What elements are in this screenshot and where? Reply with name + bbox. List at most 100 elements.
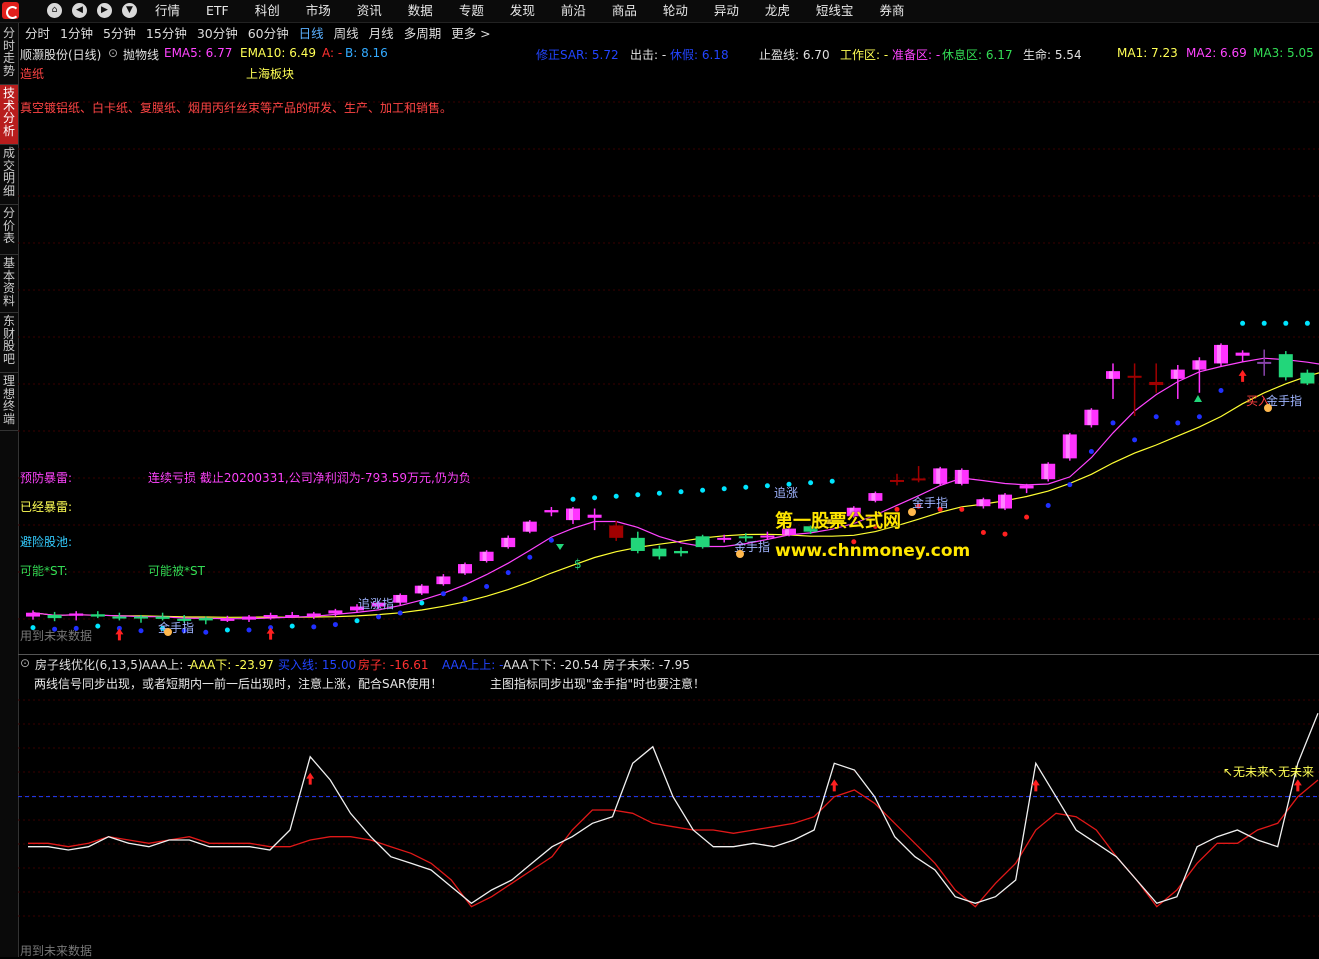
indicator-name[interactable]: 抛物线 (123, 48, 160, 62)
candle-body (1300, 372, 1315, 384)
sidebar-tab-5[interactable]: 东财股吧 (0, 313, 18, 373)
sar-dot (916, 503, 922, 509)
future-data-note-sub: 用到未来数据 (20, 944, 93, 958)
period-tabs: 分时 1分钟 5分钟 15分钟 30分钟 60分钟 日线 周线 月线 多周期 更多 > (20, 23, 496, 45)
menu-item-4[interactable]: 资讯 (356, 3, 382, 18)
menu-item-8[interactable]: 前沿 (560, 3, 586, 18)
label-jinshou-2: 金手指 (734, 539, 770, 554)
sidebar-tab-2[interactable]: 成交明细 (0, 145, 18, 205)
sar-dot (505, 570, 511, 576)
sub-buy-arrow (830, 779, 839, 792)
sar-dot (808, 480, 814, 486)
sar-dot (440, 591, 446, 597)
sidebar-tab-4[interactable]: 基本资料 (0, 255, 18, 313)
sub-toggle-icon[interactable]: ⊙ (20, 656, 31, 670)
sidebar-tab-3[interactable]: 分价表 (0, 205, 18, 255)
period-tab-10[interactable]: 更多 > (451, 26, 491, 41)
candle-body (47, 615, 62, 619)
finger-icon (164, 628, 172, 636)
menu-item-14[interactable]: 券商 (879, 3, 905, 18)
menu-item-2[interactable]: 科创 (254, 3, 280, 18)
buy-line-value: 买入线: 15.00 (278, 658, 357, 672)
dropdown-icon[interactable]: ▼ (122, 3, 137, 18)
menu-item-0[interactable]: 行情 (155, 3, 181, 18)
ma-line-yellow (32, 372, 1319, 618)
menu-item-9[interactable]: 商品 (611, 3, 637, 18)
aaa-down-value: AAA下: -23.97 (190, 658, 274, 672)
menu-item-12[interactable]: 龙虎 (764, 3, 790, 18)
rest-value: 休假: 6.18 (670, 48, 729, 62)
sar-dot (851, 539, 857, 545)
sar-dot (1283, 320, 1289, 326)
sub-buy-arrow (1031, 779, 1040, 792)
candle-body (609, 525, 624, 538)
sar-value: 修正SAR: 5.72 (536, 48, 619, 62)
label-wuweilai-1: ↖无未来 (1223, 765, 1269, 779)
finger-icon (1264, 404, 1272, 412)
sar-dot (1024, 514, 1030, 520)
menu-item-7[interactable]: 发现 (509, 3, 535, 18)
finger-icon (736, 550, 744, 558)
menu-item-1[interactable]: ETF (206, 3, 229, 18)
back-icon[interactable]: ◀ (72, 3, 87, 18)
sar-dot (592, 495, 598, 501)
candle-body (1019, 485, 1034, 489)
candle-highlight (1001, 494, 1005, 509)
sar-dot (1175, 420, 1181, 426)
forward-icon[interactable]: ▶ (97, 3, 112, 18)
sar-dot (959, 506, 965, 512)
period-tab-5[interactable]: 60分钟 (247, 26, 289, 41)
period-tab-7[interactable]: 周线 (333, 26, 359, 41)
menu-item-3[interactable]: 市场 (305, 3, 331, 18)
buy-arrow (115, 628, 124, 641)
candle-body (26, 612, 40, 617)
label-jinshou-3: 金手指 (912, 495, 948, 510)
app-logo-icon (2, 2, 19, 19)
pane-divider[interactable] (18, 654, 1319, 655)
period-tab-9[interactable]: 多周期 (403, 26, 442, 41)
house-white-line (28, 713, 1319, 905)
sar-dot (764, 483, 770, 489)
sidebar-tab-0[interactable]: 分时走势 (0, 25, 18, 85)
sell-arrow (556, 544, 564, 550)
sub-indicator-name[interactable]: 房子线优化(6,13,5) (35, 658, 143, 672)
label-wuweilai-2: ↖无未来 (1268, 765, 1314, 779)
sar-dot (721, 486, 727, 492)
candle-body (350, 606, 364, 611)
period-tab-3[interactable]: 15分钟 (145, 26, 187, 41)
candle-body (242, 616, 256, 620)
period-tab-2[interactable]: 5分钟 (102, 26, 136, 41)
sar-dot (1218, 388, 1224, 394)
menu-item-13[interactable]: 短线宝 (815, 3, 854, 18)
sar-dot (419, 600, 425, 606)
sar-dot (181, 628, 187, 634)
warn-label: 预防暴雷: (20, 471, 73, 485)
menu-item-5[interactable]: 数据 (407, 3, 433, 18)
sar-dot (1240, 320, 1246, 326)
period-tab-1[interactable]: 1分钟 (60, 26, 93, 41)
sar-dot (52, 626, 58, 632)
home-icon[interactable]: ⌂ (47, 3, 62, 18)
sidebar-tab-1[interactable]: 技术分析 (0, 85, 18, 145)
candle-highlight (849, 507, 854, 517)
sar-dot (95, 623, 101, 629)
ema10-value: EMA10: 6.49 (240, 46, 316, 60)
menu-item-11[interactable]: 异动 (713, 3, 739, 18)
menu-item-10[interactable]: 轮动 (662, 3, 688, 18)
period-tab-0[interactable]: 分时 (25, 26, 51, 41)
candle-highlight (1065, 434, 1070, 459)
menu-item-6[interactable]: 专题 (458, 3, 484, 18)
label-jinshou-1: 金手指 (158, 620, 194, 635)
sar-dot (1153, 414, 1159, 420)
period-tab-6[interactable]: 日线 (298, 26, 324, 41)
period-tab-4[interactable]: 30分钟 (196, 26, 238, 41)
candle-highlight (1217, 344, 1221, 364)
finger-icon (908, 508, 916, 516)
sidebar-tab-6[interactable]: 理想终端 (0, 373, 18, 431)
main-indicator-line: 顺灏股份(日线) ⊙ 抛物线 EMA5: 6.77 EMA10: 6.49 A:… (20, 45, 1319, 62)
sar-dot (656, 490, 662, 496)
period-tab-8[interactable]: 月线 (368, 26, 394, 41)
ma2-value: MA2: 6.69 (1186, 46, 1247, 60)
indicator-toggle-icon[interactable]: ⊙ (108, 46, 119, 60)
